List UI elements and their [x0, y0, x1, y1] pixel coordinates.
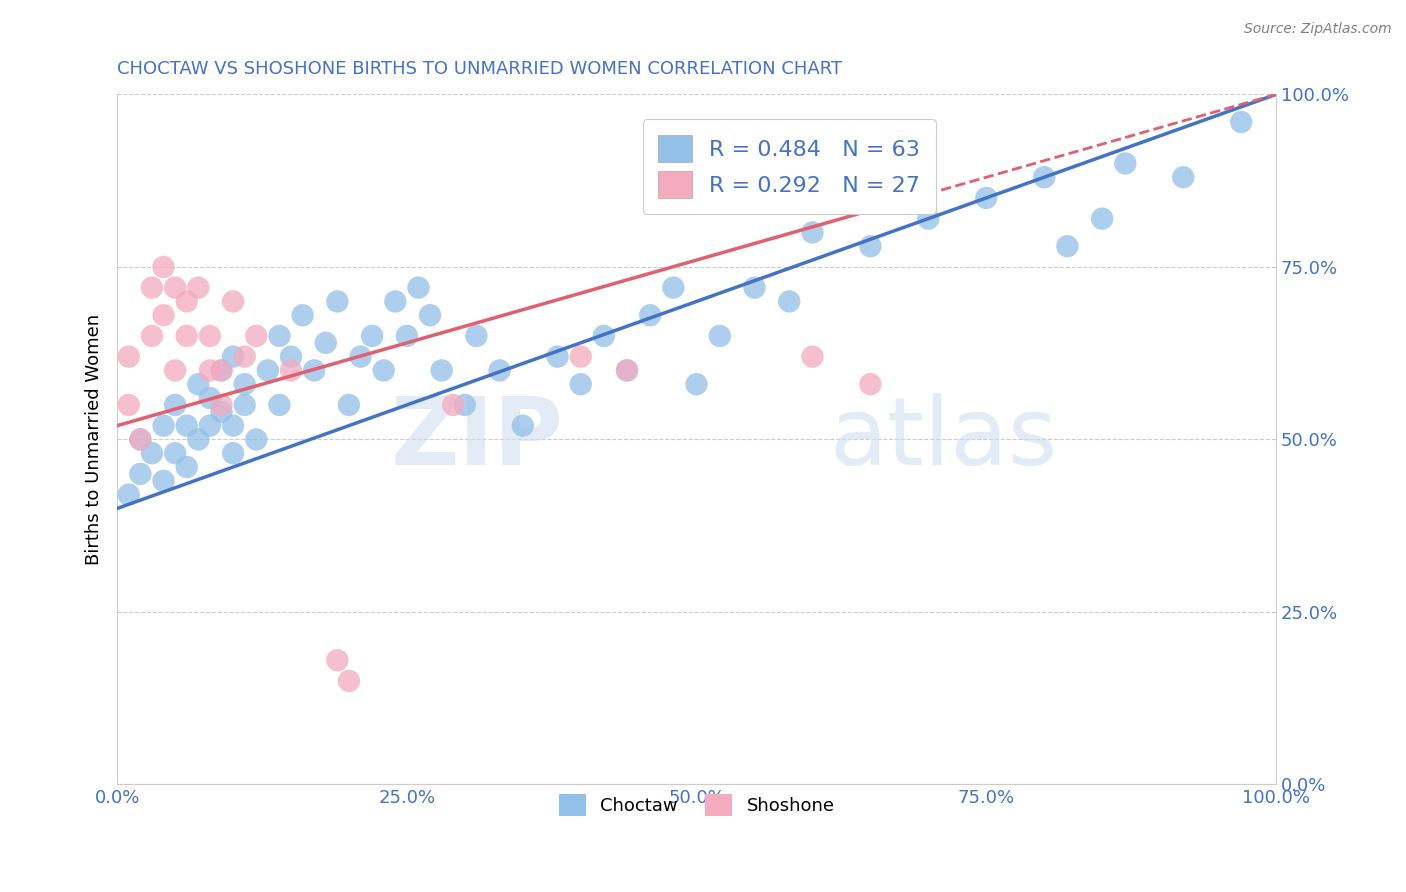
- Point: [152, 418, 174, 433]
- Point: [801, 226, 824, 240]
- Point: [222, 446, 245, 460]
- Point: [198, 363, 221, 377]
- Point: [165, 446, 187, 460]
- Point: [1114, 156, 1136, 170]
- Point: [291, 308, 314, 322]
- Point: [152, 260, 174, 274]
- Point: [141, 446, 163, 460]
- Point: [1091, 211, 1114, 226]
- Point: [512, 418, 534, 433]
- Point: [233, 398, 256, 412]
- Point: [211, 405, 233, 419]
- Point: [744, 280, 766, 294]
- Point: [245, 329, 267, 343]
- Point: [454, 398, 477, 412]
- Point: [233, 377, 256, 392]
- Point: [1173, 170, 1195, 185]
- Point: [176, 418, 198, 433]
- Point: [118, 350, 141, 364]
- Point: [222, 294, 245, 309]
- Point: [419, 308, 441, 322]
- Text: ZIP: ZIP: [391, 393, 564, 485]
- Point: [129, 467, 152, 481]
- Point: [187, 377, 209, 392]
- Point: [1230, 115, 1253, 129]
- Point: [361, 329, 384, 343]
- Point: [198, 418, 221, 433]
- Point: [198, 391, 221, 405]
- Point: [1033, 170, 1056, 185]
- Point: [337, 673, 360, 688]
- Point: [592, 329, 614, 343]
- Point: [616, 363, 638, 377]
- Text: CHOCTAW VS SHOSHONE BIRTHS TO UNMARRIED WOMEN CORRELATION CHART: CHOCTAW VS SHOSHONE BIRTHS TO UNMARRIED …: [117, 60, 842, 78]
- Point: [176, 294, 198, 309]
- Point: [488, 363, 510, 377]
- Point: [349, 350, 371, 364]
- Point: [709, 329, 731, 343]
- Point: [165, 280, 187, 294]
- Point: [176, 329, 198, 343]
- Point: [118, 398, 141, 412]
- Point: [801, 350, 824, 364]
- Point: [373, 363, 395, 377]
- Point: [778, 294, 800, 309]
- Point: [547, 350, 569, 364]
- Point: [141, 280, 163, 294]
- Point: [441, 398, 464, 412]
- Point: [165, 363, 187, 377]
- Y-axis label: Births to Unmarried Women: Births to Unmarried Women: [86, 314, 103, 565]
- Point: [280, 363, 302, 377]
- Point: [245, 433, 267, 447]
- Point: [337, 398, 360, 412]
- Point: [326, 653, 349, 667]
- Point: [616, 363, 638, 377]
- Legend: Choctaw, Shoshone: Choctaw, Shoshone: [551, 788, 842, 823]
- Point: [917, 211, 939, 226]
- Point: [315, 335, 337, 350]
- Point: [859, 377, 882, 392]
- Point: [569, 377, 592, 392]
- Point: [269, 398, 291, 412]
- Point: [569, 350, 592, 364]
- Text: atlas: atlas: [830, 393, 1059, 485]
- Point: [198, 329, 221, 343]
- Point: [408, 280, 430, 294]
- Point: [269, 329, 291, 343]
- Point: [129, 433, 152, 447]
- Point: [165, 398, 187, 412]
- Point: [211, 363, 233, 377]
- Point: [211, 363, 233, 377]
- Point: [974, 191, 997, 205]
- Point: [129, 433, 152, 447]
- Point: [662, 280, 685, 294]
- Point: [302, 363, 325, 377]
- Point: [395, 329, 418, 343]
- Point: [187, 433, 209, 447]
- Point: [141, 329, 163, 343]
- Point: [280, 350, 302, 364]
- Point: [222, 418, 245, 433]
- Point: [152, 308, 174, 322]
- Point: [638, 308, 661, 322]
- Point: [384, 294, 406, 309]
- Point: [118, 488, 141, 502]
- Point: [152, 474, 174, 488]
- Point: [430, 363, 453, 377]
- Point: [176, 460, 198, 475]
- Point: [211, 398, 233, 412]
- Point: [465, 329, 488, 343]
- Point: [859, 239, 882, 253]
- Text: Source: ZipAtlas.com: Source: ZipAtlas.com: [1244, 22, 1392, 37]
- Point: [222, 350, 245, 364]
- Point: [326, 294, 349, 309]
- Point: [187, 280, 209, 294]
- Point: [685, 377, 707, 392]
- Point: [233, 350, 256, 364]
- Point: [1056, 239, 1078, 253]
- Point: [256, 363, 278, 377]
